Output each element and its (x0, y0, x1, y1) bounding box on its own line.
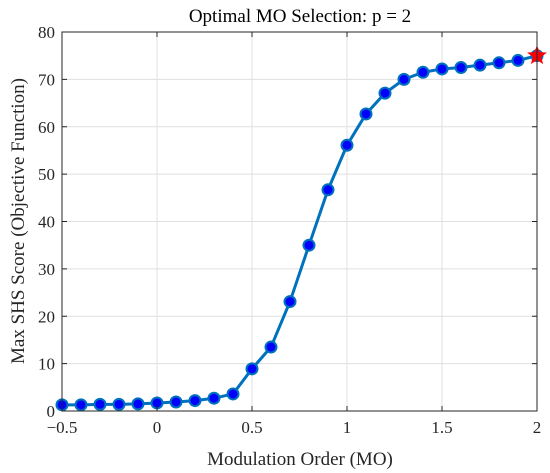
data-point (511, 53, 525, 67)
series-markers (55, 45, 547, 412)
y-axis-label: Max SHS Score (Objective Function) (8, 78, 29, 364)
data-point (207, 391, 221, 405)
data-point (340, 138, 354, 152)
data-point (226, 387, 240, 401)
y-tick-label: 50 (38, 165, 55, 184)
y-tick-label: 40 (38, 213, 55, 232)
data-point (359, 107, 373, 121)
data-point (302, 238, 316, 252)
data-point (283, 295, 297, 309)
data-point (454, 61, 468, 75)
y-tick-label: 70 (38, 70, 55, 89)
data-point (473, 58, 487, 72)
data-point (74, 398, 88, 412)
x-axis-label: Modulation Order (MO) (207, 449, 393, 470)
data-point (321, 183, 335, 197)
data-point (378, 86, 392, 100)
x-tick-label: 1.5 (431, 418, 452, 437)
x-tick-label: 1 (343, 418, 352, 437)
x-tick-label: −0.5 (47, 418, 78, 437)
data-point (112, 397, 126, 411)
y-tick-label: 60 (38, 118, 55, 137)
data-point (492, 56, 506, 70)
data-point (416, 65, 430, 79)
x-tick-label: 0 (153, 418, 162, 437)
data-point (435, 62, 449, 76)
x-tick-label: 0.5 (241, 418, 262, 437)
data-point (245, 362, 259, 376)
grid (61, 31, 538, 412)
data-point (264, 340, 278, 354)
data-point (169, 395, 183, 409)
y-tick-label: 10 (38, 355, 55, 374)
y-tick-label: 0 (47, 402, 56, 421)
data-point (188, 394, 202, 408)
x-tick-label: 2 (533, 418, 542, 437)
y-tick-label: 30 (38, 260, 55, 279)
y-tick-label: 80 (38, 23, 55, 42)
data-point (93, 397, 107, 411)
chart-title: Optimal MO Selection: p = 2 (189, 6, 411, 27)
data-point (397, 72, 411, 86)
data-point (131, 397, 145, 411)
axes (61, 31, 538, 412)
y-tick-label: 20 (38, 307, 55, 326)
